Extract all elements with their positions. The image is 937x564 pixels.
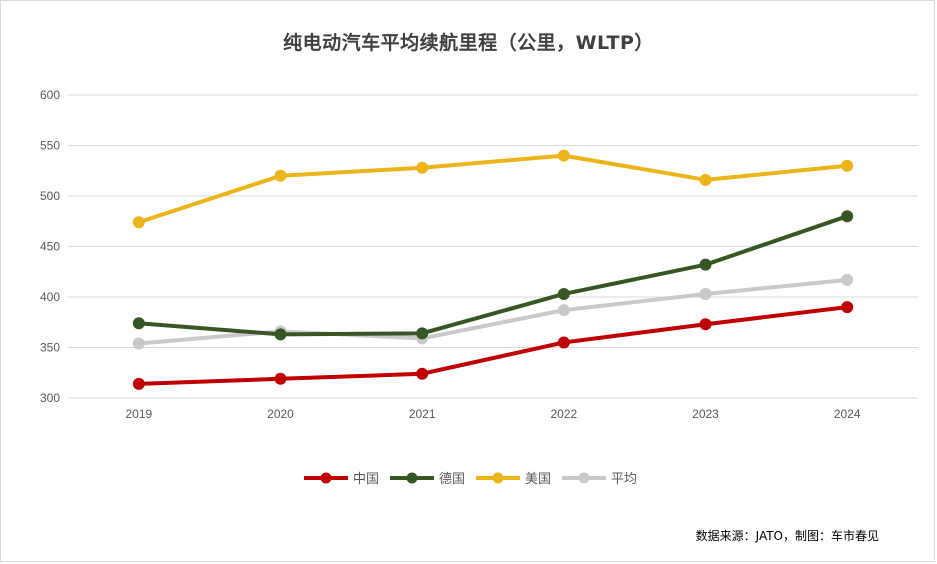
- legend-item-美国: 美国: [476, 472, 551, 487]
- legend-marker-美国: [492, 472, 504, 484]
- data-point-平均-2024: [841, 273, 854, 286]
- y-tick-label-600: 600: [40, 88, 60, 102]
- data-point-美国-2022: [557, 149, 570, 162]
- axes: 300 350 400 450 500 550 600 2019 2020 2021 2022 202…: [40, 88, 918, 421]
- data-point-平均-2023: [699, 287, 712, 300]
- data-point-美国-2023: [699, 173, 712, 186]
- data-point-平均-2022: [557, 304, 570, 317]
- y-tick-label-500: 500: [40, 189, 60, 203]
- legend: 中国 德国 美国 平均: [304, 472, 637, 487]
- legend-label-平均: 平均: [611, 472, 637, 487]
- data-point-中国-2023: [699, 318, 712, 331]
- data-point-美国-2019: [132, 216, 145, 229]
- data-point-德国-2023: [699, 258, 712, 271]
- series-德国: [132, 210, 854, 341]
- legend-label-美国: 美国: [525, 472, 551, 487]
- series-lines: [132, 149, 854, 390]
- data-point-德国-2020: [274, 328, 287, 341]
- data-point-德国-2021: [416, 327, 429, 340]
- x-tick-label-2020: 2020: [267, 407, 294, 421]
- data-point-中国-2019: [132, 377, 145, 390]
- x-tick-label-2019: 2019: [125, 407, 152, 421]
- legend-label-德国: 德国: [439, 472, 465, 487]
- x-tick-label-2024: 2024: [834, 407, 861, 421]
- data-point-中国-2022: [557, 336, 570, 349]
- series-美国: [132, 149, 854, 229]
- chart-title: 纯电动汽车平均续航里程（公里，WLTP）: [283, 32, 654, 54]
- data-point-德国-2019: [132, 317, 145, 330]
- data-point-中国-2021: [416, 367, 429, 380]
- series-line-德国: [136, 214, 850, 337]
- data-point-美国-2024: [841, 159, 854, 172]
- data-point-美国-2020: [274, 169, 287, 182]
- y-tick-label-450: 450: [40, 240, 60, 254]
- legend-item-德国: 德国: [390, 472, 465, 487]
- data-point-平均-2019: [132, 337, 145, 350]
- grid-lines: [68, 94, 918, 348]
- y-tick-label-350: 350: [40, 341, 60, 355]
- legend-marker-平均: [578, 472, 590, 484]
- x-tick-label-2023: 2023: [692, 407, 719, 421]
- y-tick-label-550: 550: [40, 139, 60, 153]
- x-tick-label-2021: 2021: [409, 407, 436, 421]
- source-note: 数据来源：JATO，制图：车市春见: [695, 529, 879, 543]
- data-point-德国-2024: [841, 210, 854, 223]
- data-point-中国-2020: [274, 372, 287, 385]
- series-line-美国: [136, 153, 850, 225]
- y-tick-label-300: 300: [40, 391, 60, 405]
- y-tick-label-400: 400: [40, 290, 60, 304]
- legend-marker-德国: [406, 472, 418, 484]
- data-point-中国-2024: [841, 301, 854, 314]
- series-line-中国: [136, 305, 850, 386]
- data-point-德国-2022: [557, 287, 570, 300]
- legend-item-中国: 中国: [304, 472, 379, 487]
- data-point-美国-2021: [416, 161, 429, 174]
- legend-label-中国: 中国: [353, 472, 379, 487]
- legend-item-平均: 平均: [562, 472, 637, 487]
- series-中国: [132, 301, 854, 390]
- legend-marker-中国: [320, 472, 332, 484]
- x-tick-label-2022: 2022: [550, 407, 577, 421]
